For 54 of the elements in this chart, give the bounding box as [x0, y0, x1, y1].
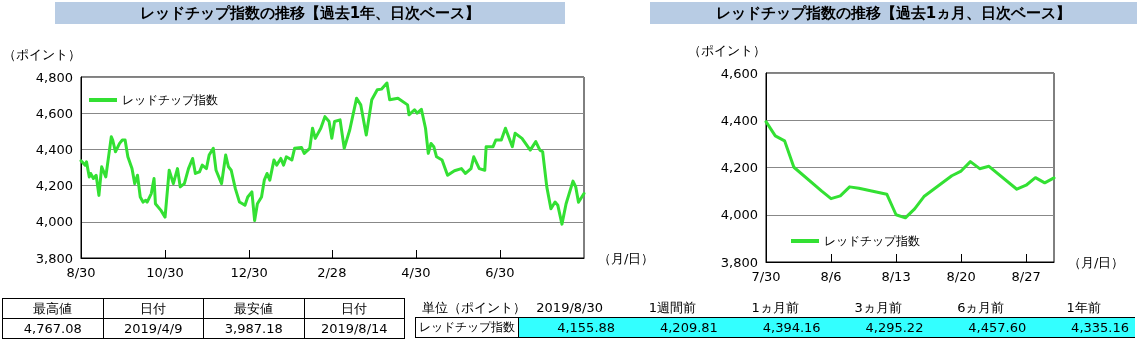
x-tick-label: 8/6 — [820, 269, 842, 284]
x-tick-label: 8/27 — [1011, 269, 1041, 284]
x-tick-label: 10/30 — [146, 265, 184, 280]
line-series — [764, 120, 1056, 220]
category-label: 1週間前 — [621, 298, 724, 318]
x-tick-label: 8/20 — [946, 269, 976, 284]
category-label: 最高値 — [2, 298, 103, 319]
y-tick-label: 4,200 — [720, 160, 758, 175]
x-tick-label: 6/30 — [485, 265, 515, 280]
category-label: 2019/8/30 — [536, 300, 603, 315]
text: 4,767.08 — [23, 321, 82, 336]
y-tick-label: 4,200 — [35, 178, 73, 194]
chart-title: レッドチップ指数の推移【過去1ヵ月、日次ベース】 — [650, 2, 1137, 24]
text: 4,209.81 — [659, 320, 718, 335]
x-axis-title: （月/日） — [598, 250, 655, 266]
y-tick-label: 4,600 — [720, 65, 758, 81]
text: 4,394.16 — [762, 320, 821, 335]
legend-label: レッドチップ指数 — [122, 93, 218, 107]
y-tick-label: 4,600 — [35, 105, 73, 121]
text: 3,987.18 — [224, 321, 283, 336]
text: 4,335.16 — [1071, 320, 1129, 335]
category-label: 6ヵ月前 — [929, 298, 1033, 318]
y-tick-label: 3,800 — [720, 254, 758, 270]
category-label: 3ヵ月前 — [826, 298, 930, 318]
x-tick-label: 12/30 — [230, 265, 268, 280]
x-tick-label: 8/30 — [66, 265, 96, 280]
category-label: 最安値 — [203, 298, 304, 319]
y-tick-label: 4,400 — [720, 112, 758, 128]
category-label: 日付 — [103, 298, 204, 319]
text: 2019/8/14 — [320, 321, 388, 336]
legend-label: レッドチップ指数 — [824, 234, 920, 248]
x-tick-label: 7/30 — [751, 269, 781, 284]
x-axis-title: （月/日） — [1068, 254, 1125, 270]
x-tick-label: 8/13 — [881, 269, 911, 284]
y-axis-title: （ポイント） — [688, 43, 766, 58]
text: 4,457.60 — [968, 320, 1027, 335]
x-tick-label: 2/28 — [317, 265, 347, 280]
chart-title: レッドチップ指数の推移【過去1年、日次ベース】 — [55, 2, 565, 24]
category-label: 1ヵ月前 — [723, 298, 827, 318]
category-label: 単位（ポイント） — [420, 298, 526, 317]
y-axis-title: （ポイント） — [3, 47, 81, 62]
category-label: 日付 — [304, 298, 405, 319]
text: 4,295.22 — [865, 320, 924, 335]
line-series — [79, 81, 586, 226]
text: 4,155.88 — [557, 320, 616, 335]
y-tick-label: 4,400 — [35, 141, 73, 157]
y-tick-label: 3,800 — [35, 250, 73, 266]
text: 2019/4/9 — [124, 321, 183, 336]
y-tick-label: 4,000 — [720, 207, 758, 223]
category-label: 1年前 — [1032, 298, 1135, 318]
category-label: レッドチップ指数 — [418, 320, 515, 334]
y-tick-label: 4,800 — [35, 69, 73, 85]
x-tick-label: 4/30 — [401, 265, 431, 280]
y-tick-label: 4,000 — [35, 214, 73, 230]
